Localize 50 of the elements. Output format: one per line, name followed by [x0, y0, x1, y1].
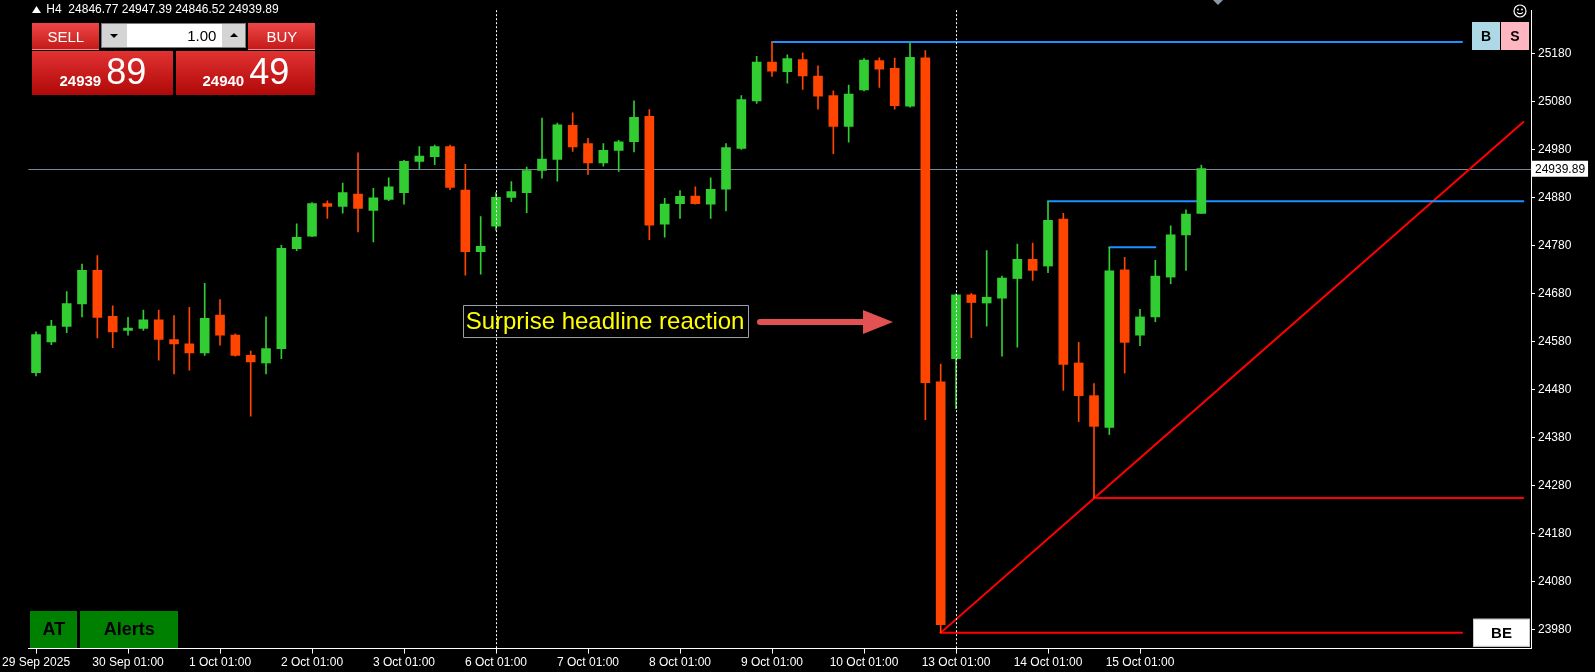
x-tick-label: 2 Oct 01:00 [281, 655, 344, 670]
y-tick-label: 23980 [1538, 621, 1572, 636]
annotation: Alerts [103, 618, 155, 640]
y-tick-label: 24280 [1538, 477, 1572, 492]
x-tick-label: 9 Oct 01:00 [740, 655, 804, 670]
lot-size-field: 1.00 [101, 23, 247, 48]
alerts-button: Alerts [80, 610, 179, 648]
annotation: SELL [47, 27, 85, 45]
x-tick-label: 10 Oct 01:00 [829, 655, 899, 670]
y-tick-label: 24580 [1538, 333, 1572, 348]
x-tick-label: 14 Oct 01:00 [1013, 655, 1083, 670]
sell-button: SELL [32, 23, 100, 50]
annotation: B [1480, 28, 1492, 44]
x-tick-label: 7 Oct 01:00 [557, 655, 620, 670]
annotation: AT [42, 618, 66, 640]
y-tick-label: 24680 [1538, 285, 1572, 300]
x-tick-label: 13 Oct 01:00 [921, 655, 991, 670]
price-box: 24940 49 [176, 51, 316, 95]
y-tick-label: 24480 [1538, 381, 1572, 396]
annotation: 1.00 [187, 27, 217, 44]
b-button: B [1472, 22, 1500, 50]
x-tick-label: 30 Sep 01:00 [92, 655, 165, 670]
y-tick-label: 24980 [1538, 141, 1572, 156]
y-tick-label: 25180 [1538, 45, 1572, 60]
price-box: 24939 89 [32, 51, 174, 95]
annotation: BUY [266, 27, 298, 45]
x-tick-label: 1 Oct 01:00 [189, 655, 252, 670]
y-tick-label: 24380 [1538, 429, 1572, 444]
at-button: AT [30, 610, 78, 648]
chart-title: H4 24846.77 24947.39 24846.52 24939.89 [46, 2, 279, 17]
buy-button: BUY [248, 23, 316, 50]
y-tick-label: 25080 [1538, 93, 1572, 108]
ref-line-label: 24939.89 [1535, 161, 1586, 176]
series-label: BE [1491, 623, 1512, 641]
y-tick-label: 24080 [1538, 573, 1572, 588]
annotation: 24940 [202, 72, 245, 89]
y-tick-label: 24780 [1538, 237, 1572, 252]
annotation: Surprise headline reaction [465, 306, 745, 334]
annotation: 24939 [59, 72, 102, 89]
x-tick-label: 15 Oct 01:00 [1105, 655, 1175, 670]
x-tick-label: 29 Sep 2025 [2, 655, 71, 670]
s-button: S [1501, 22, 1529, 50]
annotation: S [1510, 28, 1520, 44]
annotation: 49 [249, 51, 290, 92]
x-tick-label: 3 Oct 01:00 [373, 655, 436, 670]
y-tick-label: 24880 [1538, 189, 1572, 204]
x-tick-label: 8 Oct 01:00 [648, 655, 712, 670]
y-tick-label: 24180 [1538, 525, 1572, 540]
annotation: 89 [106, 51, 147, 92]
x-tick-label: 6 Oct 01:00 [465, 655, 528, 670]
